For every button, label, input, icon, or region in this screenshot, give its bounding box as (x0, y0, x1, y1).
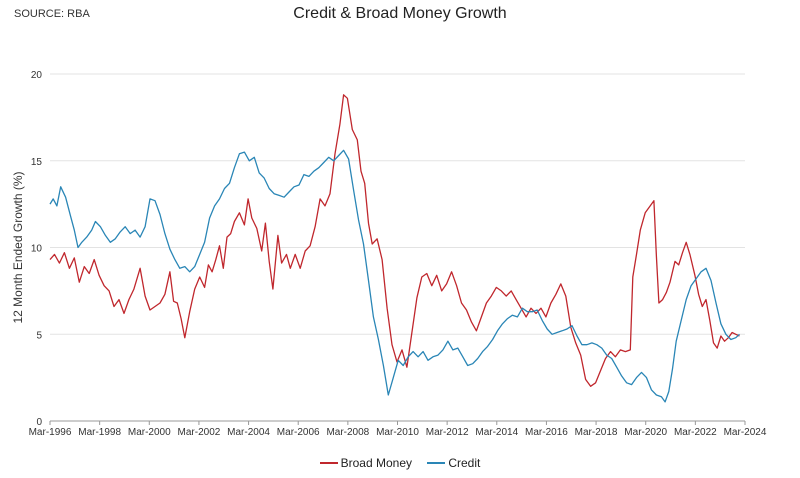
series-line-credit (49, 149, 740, 403)
x-tick-label: Mar-2016 (525, 427, 568, 438)
legend-item-credit: Credit (427, 456, 480, 470)
y-tick-label: 15 (31, 157, 43, 168)
legend-item-broad-money: Broad Money (319, 456, 412, 470)
series-line-broad-money (49, 94, 740, 387)
series-lines (49, 94, 740, 403)
x-tick-label: Mar-2006 (277, 427, 320, 438)
x-tick-label: Mar-2014 (475, 427, 518, 438)
y-tick-label: 20 (31, 70, 43, 81)
x-tick-label: Mar-1996 (29, 427, 72, 438)
gridlines (50, 73, 745, 335)
x-axis-ticks: Mar-1996 Mar-1998 Mar-2000 Mar-2002 Mar-2004… (29, 421, 767, 438)
x-tick-label: Mar-2000 (128, 427, 171, 438)
source-note: SOURCE: RBA (14, 8, 90, 20)
x-tick-label: Mar-2012 (426, 427, 469, 438)
x-tick-label: Mar-2024 (724, 427, 767, 438)
legend: Broad Money Credit (0, 453, 800, 470)
y-tick-label: 0 (36, 417, 42, 428)
y-tick-label: 10 (31, 244, 43, 255)
x-tick-label: Mar-2018 (575, 427, 618, 438)
legend-label-broad-money: Broad Money (340, 456, 412, 470)
x-tick-label: Mar-2020 (624, 427, 667, 438)
y-tick-label: 5 (36, 330, 42, 341)
x-tick-label: Mar-2004 (227, 427, 270, 438)
legend-label-credit: Credit (448, 456, 481, 470)
x-tick-label: Mar-2002 (178, 427, 221, 438)
y-axis-label: 12 Month Ended Growth (%) (11, 171, 25, 323)
x-tick-label: Mar-2010 (376, 427, 419, 438)
legend-swatch-credit (427, 462, 446, 464)
x-tick-label: Mar-1998 (78, 427, 121, 438)
legend-swatch-broad-money (319, 462, 338, 464)
chart-title: Credit & Broad Money Growth (293, 5, 507, 22)
y-axis-ticks: 0 5 10 15 20 (31, 70, 43, 428)
x-tick-label: Mar-2008 (326, 427, 369, 438)
x-tick-label: Mar-2022 (674, 427, 717, 438)
